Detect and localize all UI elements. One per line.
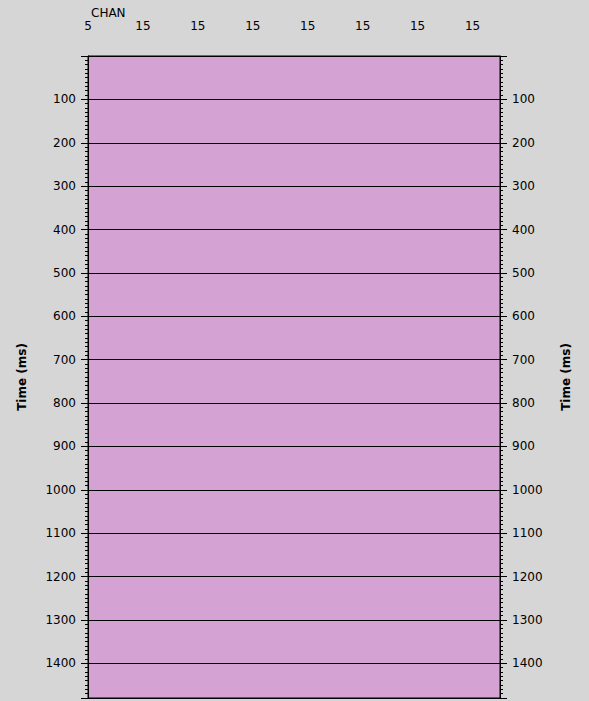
svg-text:900: 900 [53, 439, 76, 453]
svg-text:800: 800 [53, 396, 76, 410]
svg-text:1000: 1000 [512, 483, 543, 497]
svg-text:5: 5 [84, 19, 92, 33]
svg-text:200: 200 [53, 136, 76, 150]
svg-text:Time (ms): Time (ms) [559, 343, 573, 411]
svg-text:1200: 1200 [512, 570, 543, 584]
svg-text:600: 600 [512, 309, 535, 323]
svg-text:100: 100 [512, 92, 535, 106]
svg-text:1200: 1200 [45, 570, 76, 584]
svg-text:200: 200 [512, 136, 535, 150]
svg-text:15: 15 [245, 19, 260, 33]
svg-text:100: 100 [53, 92, 76, 106]
svg-text:15: 15 [190, 19, 205, 33]
svg-text:1100: 1100 [45, 526, 76, 540]
svg-text:15: 15 [410, 19, 425, 33]
svg-text:900: 900 [512, 439, 535, 453]
svg-text:700: 700 [53, 353, 76, 367]
svg-text:800: 800 [512, 396, 535, 410]
svg-text:1400: 1400 [512, 656, 543, 670]
svg-text:CHAN: CHAN [91, 6, 126, 20]
svg-text:15: 15 [465, 19, 480, 33]
svg-text:500: 500 [53, 266, 76, 280]
svg-text:1300: 1300 [512, 613, 543, 627]
svg-text:600: 600 [53, 309, 76, 323]
svg-text:300: 300 [53, 179, 76, 193]
svg-text:1100: 1100 [512, 526, 543, 540]
svg-text:1300: 1300 [45, 613, 76, 627]
svg-text:400: 400 [512, 223, 535, 237]
svg-text:15: 15 [355, 19, 370, 33]
svg-text:Time (ms): Time (ms) [15, 343, 29, 411]
svg-text:700: 700 [512, 353, 535, 367]
svg-text:400: 400 [53, 223, 76, 237]
svg-text:300: 300 [512, 179, 535, 193]
svg-text:500: 500 [512, 266, 535, 280]
svg-text:15: 15 [300, 19, 315, 33]
svg-text:15: 15 [135, 19, 150, 33]
svg-text:1400: 1400 [45, 656, 76, 670]
svg-text:1000: 1000 [45, 483, 76, 497]
